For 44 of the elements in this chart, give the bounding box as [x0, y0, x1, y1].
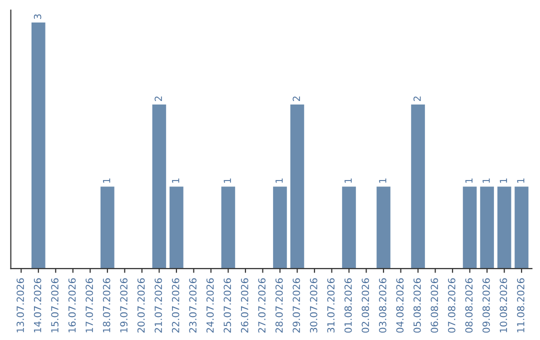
data-label: 3 — [34, 14, 42, 19]
data-label: 1 — [379, 178, 386, 183]
x-tick-label: 03.08.2026 — [378, 278, 386, 333]
x-tick-label: 28.07.2026 — [275, 278, 283, 333]
x-tick-label: 18.07.2026 — [102, 278, 110, 332]
data-label: 1 — [224, 178, 231, 183]
data-label: 2 — [154, 96, 162, 102]
x-tick-label: 09.08.2026 — [482, 278, 490, 333]
x-tick-label: 23.07.2026 — [189, 278, 197, 333]
data-label: 1 — [517, 178, 524, 183]
x-tick-label: 11.08.2026 — [517, 278, 524, 332]
x-tick-label: 19.07.2026 — [120, 278, 128, 332]
data-label: 1 — [344, 178, 352, 183]
data-label: 2 — [413, 96, 421, 102]
x-tick-label: 22.07.2026 — [172, 278, 180, 333]
x-tick-label: 16.07.2026 — [68, 278, 76, 332]
data-label: 1 — [276, 178, 283, 183]
x-tick-label: 27.07.2026 — [258, 278, 266, 333]
data-label: 2 — [292, 96, 300, 102]
data-label: 1 — [482, 178, 490, 183]
x-tick-label: 06.08.2026 — [430, 278, 438, 333]
data-label: 1 — [103, 178, 110, 183]
x-tick-label: 30.07.2026 — [310, 278, 318, 333]
x-tick-label: 07.08.2026 — [448, 278, 456, 333]
x-tick-label: 20.07.2026 — [137, 278, 145, 333]
data-label: 1 — [500, 178, 507, 183]
x-tick-label: 14.07.2026 — [34, 278, 42, 332]
x-tick-label: 31.07.2026 — [327, 278, 335, 333]
x-tick-label: 24.07.2026 — [206, 278, 214, 333]
data-label: 1 — [172, 178, 180, 183]
x-tick-label: 05.08.2026 — [413, 278, 421, 333]
x-tick-label: 13.07.2026 — [16, 278, 24, 332]
x-tick-label: 02.08.2026 — [362, 278, 370, 333]
x-tick-label: 29.07.2026 — [292, 278, 300, 333]
x-tick-label: 26.07.2026 — [240, 278, 248, 333]
x-tick-label: 04.08.2026 — [396, 278, 404, 333]
x-tick-label: 21.07.2026 — [154, 278, 162, 333]
x-tick-label: 25.07.2026 — [224, 278, 232, 333]
x-tick-label: 15.07.2026 — [51, 278, 58, 332]
x-tick-label: 01.08.2026 — [344, 278, 352, 333]
x-tick-label: 17.07.2026 — [86, 278, 93, 332]
x-tick-label: 10.08.2026 — [500, 278, 508, 332]
x-tick-label: 08.08.2026 — [465, 278, 473, 333]
data-label: 1 — [465, 178, 472, 183]
